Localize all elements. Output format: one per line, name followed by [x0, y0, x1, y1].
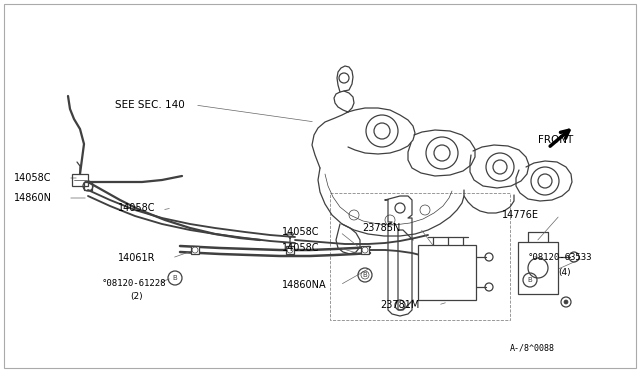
- Bar: [418, 245, 476, 300]
- Text: 14058C: 14058C: [118, 203, 156, 213]
- Text: 14776E: 14776E: [502, 210, 539, 220]
- Text: °08120-63533: °08120-63533: [528, 253, 593, 263]
- Text: °08120-61228: °08120-61228: [102, 279, 166, 288]
- Text: (4): (4): [558, 267, 571, 276]
- Text: 14061R: 14061R: [118, 253, 156, 263]
- Text: 14860N: 14860N: [14, 193, 52, 203]
- Text: 14058C: 14058C: [282, 243, 319, 253]
- Text: 14058C: 14058C: [14, 173, 51, 183]
- Bar: [330, 193, 510, 320]
- Bar: [191, 246, 199, 254]
- Text: SEE SEC. 140: SEE SEC. 140: [115, 100, 185, 110]
- Circle shape: [564, 300, 568, 304]
- Text: 14058C: 14058C: [282, 227, 319, 237]
- Text: A-/8^0088: A-/8^0088: [510, 343, 555, 353]
- Text: B: B: [363, 272, 367, 278]
- Text: (2): (2): [130, 292, 143, 301]
- Text: B: B: [527, 277, 532, 283]
- Text: 14860NA: 14860NA: [282, 280, 326, 290]
- Bar: [518, 242, 558, 294]
- Text: FRONT: FRONT: [538, 135, 573, 145]
- Text: 23781M: 23781M: [380, 300, 419, 310]
- Bar: [286, 246, 294, 254]
- Bar: [72, 174, 88, 186]
- Bar: [361, 246, 369, 254]
- Text: B: B: [173, 275, 177, 281]
- Text: 23785N: 23785N: [362, 223, 401, 233]
